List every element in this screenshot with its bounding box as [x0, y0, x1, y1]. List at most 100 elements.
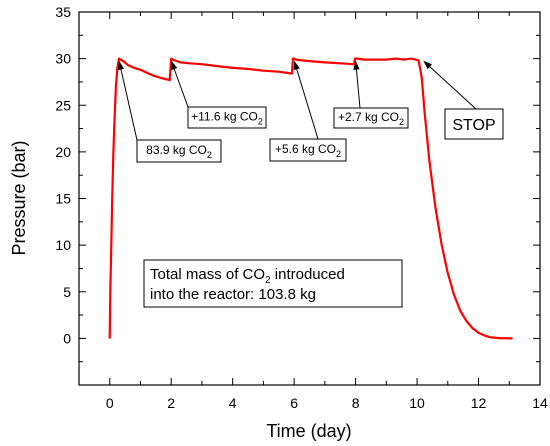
y-tick-label: 25	[55, 97, 71, 113]
y-tick-label: 0	[63, 330, 71, 346]
data-point	[353, 63, 355, 65]
data-point	[291, 72, 293, 75]
annotation-arrow-head	[353, 60, 360, 70]
x-tick-label: 0	[106, 395, 114, 411]
data-point	[172, 59, 174, 61]
data-point	[293, 58, 295, 60]
y-tick-label: 20	[55, 144, 71, 160]
data-point	[201, 63, 203, 65]
data-point	[290, 72, 292, 75]
data-point	[127, 64, 129, 66]
x-tick-label: 4	[229, 395, 237, 411]
data-point	[262, 70, 264, 72]
data-point	[295, 59, 297, 61]
annotation-arrow-line	[171, 62, 189, 108]
data-point	[111, 197, 113, 200]
annotation-box	[136, 139, 222, 163]
data-point	[511, 337, 513, 339]
data-point	[395, 58, 397, 60]
data-point	[118, 58, 120, 60]
data-point	[441, 244, 443, 246]
annotation-label: +11.6 kg CO2	[191, 110, 263, 127]
data-point	[428, 160, 430, 162]
data-point	[499, 337, 501, 339]
annotation-box	[333, 107, 409, 129]
data-point	[355, 58, 357, 60]
data-point	[421, 76, 423, 78]
annotation-box	[444, 108, 504, 140]
data-point	[404, 59, 406, 61]
y-tick-label: 15	[55, 191, 71, 207]
data-point	[434, 207, 437, 209]
data-point	[471, 327, 473, 329]
y-tick-label: 35	[55, 4, 71, 20]
data-point	[109, 291, 111, 293]
data-point	[465, 320, 467, 322]
data-point	[169, 79, 171, 81]
annotation-label: STOP	[452, 117, 495, 134]
data-point	[146, 72, 148, 74]
data-point	[312, 60, 314, 63]
data-point	[278, 71, 280, 73]
data-point	[324, 61, 326, 64]
data-point	[247, 68, 249, 70]
annotation-callout: 83.9 kg CO2	[117, 60, 222, 163]
plot-frame	[78, 11, 541, 386]
annotation-box	[187, 106, 267, 129]
annotation-arrow-line	[118, 62, 138, 141]
info-box-line1: Total mass of CO2 introduced	[150, 266, 345, 286]
annotation-box	[269, 138, 347, 162]
annotation-label: +2.7 kg CO2	[338, 110, 404, 127]
annotation-arrow-head	[171, 60, 178, 71]
data-point	[232, 67, 234, 69]
y-tick-label: 5	[63, 284, 71, 300]
data-point	[158, 76, 160, 78]
data-point	[364, 59, 366, 61]
data-point	[477, 332, 480, 334]
data-point	[292, 58, 294, 60]
y-tick-label: 30	[55, 51, 71, 67]
x-tick-label: 12	[471, 395, 487, 411]
data-point	[110, 244, 112, 246]
annotation-layer: 83.9 kg CO2 +11.6 kg CO2 +5.6 kg CO2 +2.7 k…	[117, 60, 504, 163]
data-point	[339, 62, 341, 64]
y-tick-label: 10	[55, 237, 71, 253]
ticks-layer: 0 2 4 6 8 10 12 14 0 5 10 15 20 25 30 35	[55, 4, 548, 411]
data-point	[189, 62, 191, 64]
data-point	[414, 59, 417, 61]
data-point	[447, 272, 449, 274]
data-point	[424, 114, 426, 116]
data-point	[152, 74, 154, 76]
data-point	[139, 69, 142, 71]
annotation-arrow-head	[293, 60, 300, 71]
annotation-label: 83.9 kg CO2	[146, 143, 212, 160]
x-tick-label: 14	[532, 395, 548, 411]
info-box-line2: into the reactor: 103.8 kg	[150, 286, 316, 303]
data-point	[133, 67, 135, 69]
annotation-arrow-head	[423, 60, 433, 70]
info-box-frame	[143, 259, 403, 308]
x-tick-label: 8	[352, 395, 360, 411]
data-point	[356, 58, 358, 60]
annotation-label: +5.6 kg CO2	[275, 142, 341, 159]
series-layer	[108, 57, 513, 340]
x-tick-label: 10	[409, 395, 425, 411]
x-axis-label: Time (day)	[266, 421, 351, 441]
data-point	[114, 114, 116, 116]
data-point	[112, 151, 114, 153]
data-point	[164, 78, 166, 80]
data-point	[490, 336, 492, 338]
data-point	[179, 61, 181, 64]
annotation-arrow-line	[424, 61, 477, 110]
data-point	[170, 58, 172, 60]
data-point	[459, 309, 461, 311]
axes-layer	[78, 11, 541, 386]
data-point	[385, 59, 387, 61]
data-point	[373, 59, 375, 61]
data-point	[418, 59, 420, 62]
x-tick-label: 2	[167, 395, 175, 411]
data-point	[123, 60, 125, 63]
data-point	[410, 58, 412, 60]
